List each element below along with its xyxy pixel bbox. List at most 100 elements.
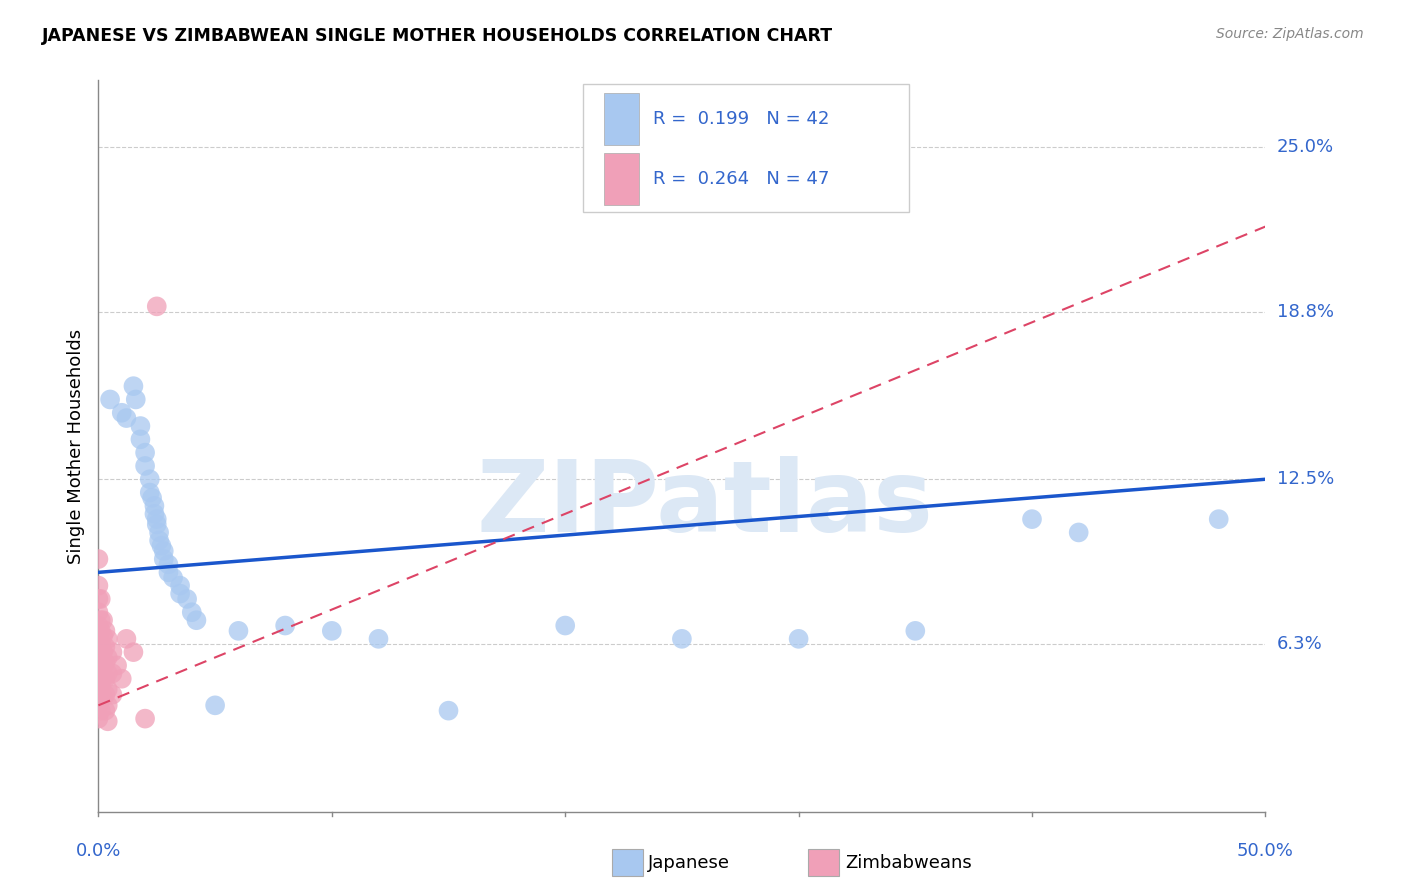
- Point: [91, 658, 114, 673]
- Text: 50.0%: 50.0%: [1237, 842, 1294, 860]
- Point: [134, 712, 156, 726]
- Point: [94, 704, 117, 718]
- Point: [143, 499, 166, 513]
- Point: [367, 632, 389, 646]
- Point: [554, 618, 576, 632]
- Point: [134, 458, 156, 473]
- Point: [125, 392, 148, 407]
- Point: [87, 605, 110, 619]
- Point: [91, 629, 114, 643]
- Point: [150, 539, 173, 553]
- Point: [87, 579, 110, 593]
- Point: [904, 624, 927, 638]
- FancyBboxPatch shape: [603, 94, 638, 145]
- Point: [87, 645, 110, 659]
- Point: [90, 650, 112, 665]
- Point: [143, 507, 166, 521]
- FancyBboxPatch shape: [603, 153, 638, 204]
- Point: [94, 656, 117, 670]
- Point: [91, 690, 114, 705]
- Text: Japanese: Japanese: [648, 854, 730, 871]
- Text: JAPANESE VS ZIMBABWEAN SINGLE MOTHER HOUSEHOLDS CORRELATION CHART: JAPANESE VS ZIMBABWEAN SINGLE MOTHER HOU…: [42, 27, 834, 45]
- Point: [146, 517, 169, 532]
- Point: [111, 672, 134, 686]
- Point: [97, 698, 120, 713]
- Point: [204, 698, 226, 713]
- Point: [87, 632, 110, 646]
- Point: [87, 618, 110, 632]
- Point: [87, 672, 110, 686]
- Point: [94, 672, 117, 686]
- Text: R =  0.264   N = 47: R = 0.264 N = 47: [652, 170, 830, 188]
- Point: [94, 640, 117, 654]
- Point: [87, 658, 110, 673]
- Point: [146, 512, 169, 526]
- Point: [274, 618, 297, 632]
- Point: [146, 299, 169, 313]
- Text: ZIPatlas: ZIPatlas: [477, 456, 934, 553]
- Point: [152, 544, 174, 558]
- Point: [91, 672, 114, 686]
- Point: [94, 688, 117, 702]
- Point: [152, 552, 174, 566]
- Point: [87, 698, 110, 713]
- Point: [122, 645, 145, 659]
- Point: [105, 658, 128, 673]
- FancyBboxPatch shape: [582, 84, 910, 212]
- Point: [115, 632, 138, 646]
- Point: [87, 591, 110, 606]
- Point: [90, 637, 112, 651]
- Point: [90, 624, 112, 638]
- Point: [98, 392, 121, 407]
- Point: [97, 650, 120, 665]
- Point: [671, 632, 693, 646]
- Point: [97, 682, 120, 697]
- Point: [129, 433, 152, 447]
- Point: [97, 632, 120, 646]
- Point: [87, 552, 110, 566]
- Point: [90, 666, 112, 681]
- Point: [87, 685, 110, 699]
- Point: [101, 688, 124, 702]
- Point: [787, 632, 810, 646]
- Point: [169, 579, 191, 593]
- Point: [321, 624, 343, 638]
- Point: [141, 491, 163, 505]
- Text: 18.8%: 18.8%: [1277, 302, 1333, 321]
- Point: [169, 586, 191, 600]
- Point: [1021, 512, 1043, 526]
- Point: [111, 406, 134, 420]
- Point: [91, 645, 114, 659]
- Point: [129, 419, 152, 434]
- Point: [90, 613, 112, 627]
- Point: [122, 379, 145, 393]
- Point: [157, 566, 180, 580]
- Text: 25.0%: 25.0%: [1277, 137, 1334, 156]
- Point: [157, 558, 180, 572]
- Y-axis label: Single Mother Households: Single Mother Households: [66, 328, 84, 564]
- Point: [90, 693, 112, 707]
- Point: [94, 624, 117, 638]
- Text: Zimbabweans: Zimbabweans: [845, 854, 972, 871]
- Point: [91, 613, 114, 627]
- Point: [139, 485, 162, 500]
- Point: [437, 704, 460, 718]
- Text: Source: ZipAtlas.com: Source: ZipAtlas.com: [1216, 27, 1364, 41]
- Point: [148, 533, 170, 548]
- Text: 12.5%: 12.5%: [1277, 470, 1334, 488]
- Point: [97, 666, 120, 681]
- Point: [90, 704, 112, 718]
- Point: [162, 571, 184, 585]
- Point: [97, 714, 120, 729]
- Point: [1208, 512, 1230, 526]
- Point: [90, 591, 112, 606]
- Point: [115, 411, 138, 425]
- Point: [90, 680, 112, 694]
- Point: [228, 624, 250, 638]
- Text: 0.0%: 0.0%: [76, 842, 121, 860]
- Point: [148, 525, 170, 540]
- Point: [180, 605, 202, 619]
- Point: [134, 445, 156, 459]
- Point: [101, 666, 124, 681]
- Text: 6.3%: 6.3%: [1277, 635, 1322, 653]
